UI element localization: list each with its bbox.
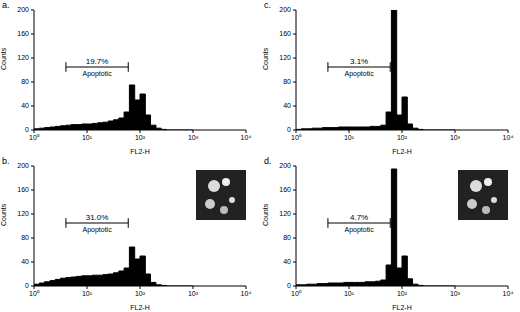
svg-text:0: 0 bbox=[25, 126, 29, 133]
html-text:d.: d. bbox=[264, 156, 272, 166]
svg-text:120: 120 bbox=[279, 210, 291, 217]
html-text:a.: a. bbox=[2, 0, 10, 10]
svg-text:Counts: Counts bbox=[262, 203, 269, 226]
svg-text:10³: 10³ bbox=[188, 134, 199, 141]
svg-text:40: 40 bbox=[21, 102, 29, 109]
svg-text:10²: 10² bbox=[397, 134, 408, 141]
svg-text:Apoptotic: Apoptotic bbox=[344, 226, 374, 234]
html-text:c.: c. bbox=[264, 0, 271, 10]
svg-text:Apoptotic: Apoptotic bbox=[344, 70, 374, 78]
svg-text:10⁴: 10⁴ bbox=[241, 290, 252, 297]
svg-text:40: 40 bbox=[21, 258, 29, 265]
svg-text:Counts: Counts bbox=[0, 203, 7, 226]
svg-text:Apoptotic: Apoptotic bbox=[82, 226, 112, 234]
svg-text:10¹: 10¹ bbox=[82, 290, 93, 297]
svg-text:80: 80 bbox=[283, 234, 291, 241]
svg-text:19.7%: 19.7% bbox=[86, 57, 109, 66]
svg-text:200: 200 bbox=[17, 162, 29, 169]
svg-text:FL2-H: FL2-H bbox=[392, 148, 411, 154]
svg-text:160: 160 bbox=[279, 30, 291, 37]
svg-text:10²: 10² bbox=[397, 290, 408, 297]
svg-text:120: 120 bbox=[17, 54, 29, 61]
html-text:b.: b. bbox=[2, 156, 10, 166]
svg-text:10⁰: 10⁰ bbox=[291, 290, 302, 297]
svg-text:0: 0 bbox=[287, 126, 291, 133]
svg-text:200: 200 bbox=[279, 162, 291, 169]
svg-text:10¹: 10¹ bbox=[344, 134, 355, 141]
svg-text:200: 200 bbox=[279, 6, 291, 13]
svg-text:4.7%: 4.7% bbox=[350, 213, 368, 222]
svg-text:0: 0 bbox=[287, 282, 291, 289]
svg-text:FL2-H: FL2-H bbox=[392, 304, 411, 310]
svg-text:10⁰: 10⁰ bbox=[29, 134, 40, 141]
svg-text:10³: 10³ bbox=[450, 290, 461, 297]
svg-text:160: 160 bbox=[279, 186, 291, 193]
svg-text:10⁰: 10⁰ bbox=[291, 134, 302, 141]
svg-text:FL2-H: FL2-H bbox=[130, 148, 149, 154]
svg-text:10²: 10² bbox=[135, 290, 146, 297]
svg-text:40: 40 bbox=[283, 102, 291, 109]
svg-text:Counts: Counts bbox=[0, 47, 7, 70]
svg-text:3.1%: 3.1% bbox=[350, 57, 368, 66]
svg-text:200: 200 bbox=[17, 6, 29, 13]
svg-text:10³: 10³ bbox=[450, 134, 461, 141]
svg-text:10⁰: 10⁰ bbox=[29, 290, 40, 297]
svg-text:120: 120 bbox=[279, 54, 291, 61]
svg-text:120: 120 bbox=[17, 210, 29, 217]
svg-text:80: 80 bbox=[21, 234, 29, 241]
svg-text:40: 40 bbox=[283, 258, 291, 265]
svg-text:10¹: 10¹ bbox=[82, 134, 93, 141]
svg-text:10⁴: 10⁴ bbox=[503, 134, 514, 141]
svg-text:Apoptotic: Apoptotic bbox=[82, 70, 112, 78]
svg-text:10³: 10³ bbox=[188, 290, 199, 297]
svg-text:10⁴: 10⁴ bbox=[503, 290, 514, 297]
svg-text:160: 160 bbox=[17, 186, 29, 193]
svg-text:10⁴: 10⁴ bbox=[241, 134, 252, 141]
svg-text:31.0%: 31.0% bbox=[86, 213, 109, 222]
svg-text:10²: 10² bbox=[135, 134, 146, 141]
svg-text:160: 160 bbox=[17, 30, 29, 37]
svg-text:Counts: Counts bbox=[262, 47, 269, 70]
svg-text:FL2-H: FL2-H bbox=[130, 304, 149, 310]
svg-text:80: 80 bbox=[21, 78, 29, 85]
svg-text:10¹: 10¹ bbox=[344, 290, 355, 297]
svg-text:0: 0 bbox=[25, 282, 29, 289]
svg-text:80: 80 bbox=[283, 78, 291, 85]
